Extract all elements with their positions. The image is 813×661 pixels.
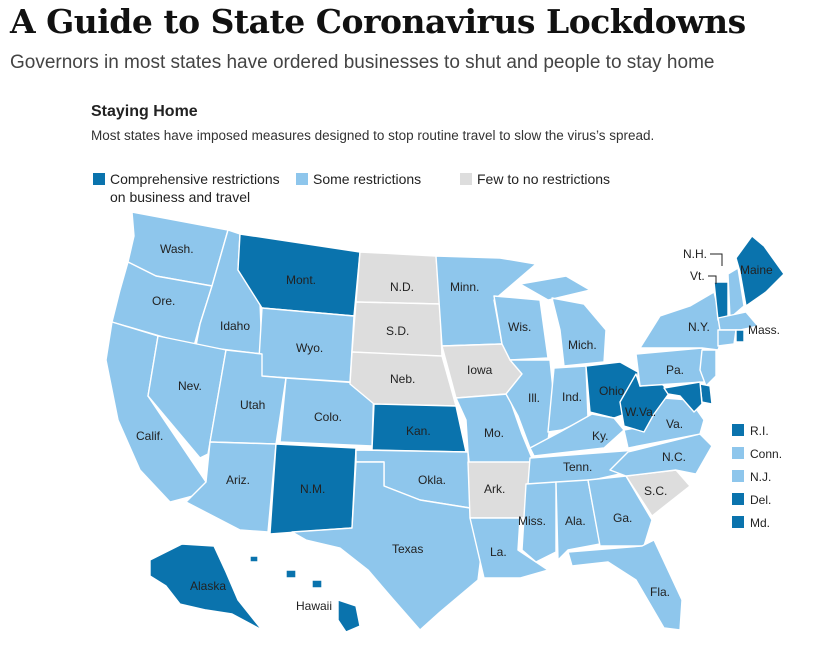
- label-wy: Wyo.: [296, 341, 323, 355]
- state-nd: [355, 251, 441, 305]
- label-sc: S.C.: [644, 484, 667, 498]
- state-ky: [529, 413, 625, 457]
- legend-item-comprehensive: Comprehensive restrictions on business a…: [93, 170, 280, 206]
- label-nm: N.M.: [300, 482, 325, 496]
- callout-label-ct: Conn.: [750, 447, 782, 461]
- label-mi: Mich.: [568, 338, 597, 352]
- state-la: [469, 517, 549, 579]
- label-ky: Ky.: [592, 429, 608, 443]
- state-hi: [249, 555, 361, 633]
- label-wa: Wash.: [160, 242, 194, 256]
- state-nv: [147, 335, 227, 459]
- label-il: Ill.: [528, 391, 540, 405]
- legend-swatch-some: [296, 173, 308, 185]
- label-az: Ariz.: [226, 473, 250, 487]
- legend-label-comprehensive-1: Comprehensive restrictions: [110, 171, 280, 187]
- label-ar: Ark.: [484, 482, 505, 496]
- callout-label-md: Md.: [750, 516, 770, 530]
- legend-swatch-comprehensive: [93, 173, 105, 185]
- label-nc: N.C.: [662, 450, 686, 464]
- label-ks: Kan.: [406, 424, 431, 438]
- label-co: Colo.: [314, 410, 342, 424]
- state-nh: [727, 267, 745, 319]
- label-mt: Mont.: [286, 273, 316, 287]
- state-wi: [493, 295, 549, 361]
- chart-title: Staying Home: [91, 103, 198, 120]
- label-wv: W.Va.: [625, 405, 656, 419]
- label-ca: Calif.: [136, 429, 163, 443]
- callout-swatch-nj: [732, 470, 744, 482]
- state-ny: [639, 291, 725, 351]
- callout-label-de: Del.: [750, 493, 771, 507]
- legend-label-some: Some restrictions: [313, 171, 422, 187]
- label-sd: S.D.: [386, 324, 409, 338]
- label-oh: Ohio: [599, 384, 625, 398]
- label-nd: N.D.: [390, 280, 414, 294]
- state-ms: [521, 481, 557, 563]
- label-ne: Neb.: [390, 372, 415, 386]
- state-or: [111, 261, 213, 347]
- label-or: Ore.: [152, 294, 175, 308]
- label-va: Va.: [666, 417, 683, 431]
- state-ct: [717, 329, 737, 347]
- callout-swatch-ri: [732, 424, 744, 436]
- label-pa: Pa.: [666, 363, 684, 377]
- label-ms: Miss.: [518, 514, 546, 528]
- state-tn: [527, 449, 637, 485]
- legend-swatch-few: [460, 173, 472, 185]
- label-la: La.: [490, 545, 507, 559]
- dek: Governors in most states have ordered bu…: [10, 52, 715, 73]
- state-fl: [567, 539, 683, 631]
- label-me: Maine: [740, 263, 773, 277]
- state-mi: [519, 275, 607, 367]
- callout-swatch-md: [732, 516, 744, 528]
- label-fl: Fla.: [650, 585, 670, 599]
- state-nj: [699, 349, 717, 387]
- label-ok: Okla.: [418, 473, 446, 487]
- label-nh: N.H.: [683, 247, 707, 261]
- state-al: [555, 479, 601, 561]
- label-ma: Mass.: [748, 323, 780, 337]
- label-hi: Hawaii: [296, 599, 332, 613]
- label-in: Ind.: [562, 390, 582, 404]
- label-al: Ala.: [565, 514, 586, 528]
- label-ak: Alaska: [190, 579, 226, 593]
- label-ny: N.Y.: [688, 320, 710, 334]
- state-ga: [587, 475, 653, 547]
- label-mn: Minn.: [450, 280, 479, 294]
- label-tn: Tenn.: [563, 460, 592, 474]
- callout-label-nj: N.J.: [750, 470, 771, 484]
- state-tx: [291, 461, 483, 631]
- label-tx: Texas: [392, 542, 423, 556]
- label-nv: Nev.: [178, 379, 202, 393]
- callout-swatch-ct: [732, 447, 744, 459]
- headline: A Guide to State Coronavirus Lockdowns: [10, 2, 746, 41]
- legend-item-few: Few to no restrictions: [460, 170, 610, 188]
- label-ia: Iowa: [467, 363, 493, 377]
- label-wi: Wis.: [508, 320, 531, 334]
- label-mo: Mo.: [484, 426, 504, 440]
- callout-label-ri: R.I.: [750, 424, 769, 438]
- callout-swatch-de: [732, 493, 744, 505]
- state-md: [663, 381, 703, 413]
- legend-label-comprehensive-2: on business and travel: [110, 189, 251, 205]
- label-ut: Utah: [240, 398, 265, 412]
- leader-nh: [710, 253, 723, 266]
- legend-item-some: Some restrictions: [296, 170, 421, 188]
- leader-vt: [708, 275, 717, 284]
- state-ri: [735, 329, 745, 343]
- label-vt: Vt.: [690, 269, 705, 283]
- chart-subtitle: Most states have imposed measures design…: [91, 128, 655, 143]
- state-me: [735, 235, 785, 307]
- state-ak: [149, 543, 263, 631]
- state-nc: [609, 433, 713, 477]
- label-id: Idaho: [220, 319, 250, 333]
- label-ga: Ga.: [613, 511, 632, 525]
- state-ma: [717, 311, 759, 331]
- legend-label-few: Few to no restrictions: [477, 171, 611, 187]
